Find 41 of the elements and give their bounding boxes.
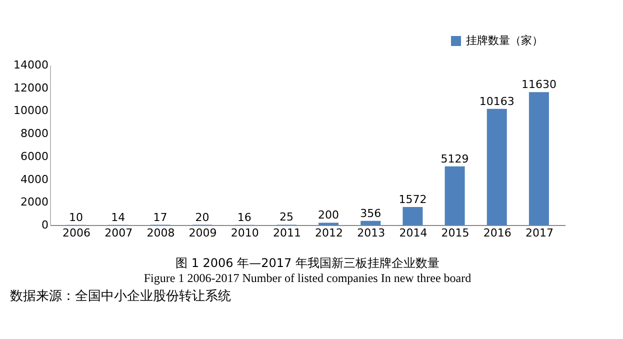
source-note: 数据来源：全国中小企业股份转让系统 bbox=[10, 289, 231, 304]
y-tick-label: 10000 bbox=[14, 104, 48, 118]
legend-label: 挂牌数量（家） bbox=[466, 34, 543, 47]
y-tick-label: 12000 bbox=[14, 81, 48, 94]
x-tick-label: 2017 bbox=[525, 226, 554, 240]
text: 图 1 2006 年—2017 年我国新三板挂牌企业数量 bbox=[176, 256, 440, 270]
bar bbox=[402, 207, 423, 225]
data-label: 1572 bbox=[398, 193, 427, 206]
data-label: 25 bbox=[279, 210, 294, 224]
x-tick-label: 2006 bbox=[62, 226, 91, 240]
bar bbox=[444, 166, 465, 225]
x-tick-label: 2009 bbox=[188, 226, 217, 240]
data-label: 16 bbox=[237, 210, 252, 224]
y-tick-label: 14000 bbox=[14, 58, 48, 72]
x-tick-label: 2015 bbox=[441, 226, 470, 240]
data-label: 5129 bbox=[440, 152, 469, 166]
y-tick-label: 2000 bbox=[20, 196, 48, 209]
x-tick-label: 2007 bbox=[104, 226, 133, 240]
data-label: 20 bbox=[195, 210, 210, 224]
data-label: 10 bbox=[69, 210, 84, 224]
y-tick-label: 4000 bbox=[20, 172, 48, 186]
y-tick-label: 0 bbox=[42, 218, 48, 232]
x-tick-label: 2013 bbox=[357, 226, 386, 240]
bar bbox=[486, 108, 507, 225]
y-tick-label: 6000 bbox=[20, 150, 48, 163]
x-tick-label: 2010 bbox=[230, 226, 259, 240]
data-label: 17 bbox=[153, 210, 168, 224]
y-tick-label: 8000 bbox=[20, 127, 48, 140]
x-tick-label: 2012 bbox=[315, 226, 344, 240]
x-tick-label: 2016 bbox=[483, 226, 512, 240]
text: Figure 1 2006-2017 Number of listed companies In new three board bbox=[144, 271, 472, 285]
x-tick-label: 2011 bbox=[272, 226, 301, 240]
bar bbox=[528, 92, 549, 225]
x-tick-label: 2008 bbox=[146, 226, 175, 240]
x-tick-label: 2014 bbox=[399, 226, 428, 240]
data-label: 200 bbox=[318, 208, 340, 222]
data-label: 10163 bbox=[479, 94, 514, 108]
data-label: 356 bbox=[360, 206, 382, 220]
data-label: 14 bbox=[111, 210, 126, 224]
bar bbox=[360, 220, 381, 225]
data-label: 11630 bbox=[521, 78, 556, 92]
